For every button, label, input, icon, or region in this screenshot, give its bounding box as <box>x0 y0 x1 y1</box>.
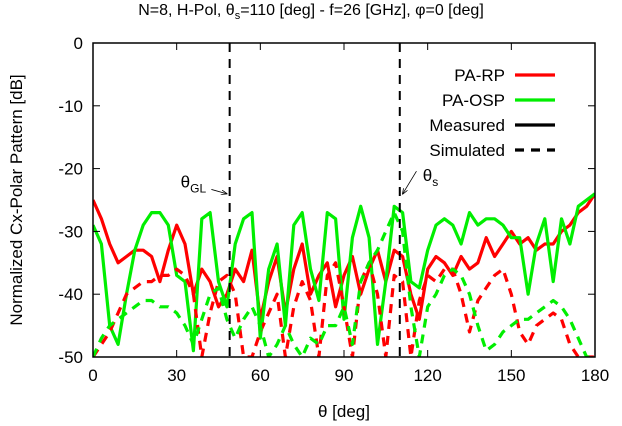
legend-label: PA-OSP <box>442 91 505 110</box>
x-tick-label: 90 <box>335 366 354 385</box>
series-line-pa-osp-simulated <box>93 211 595 357</box>
x-axis-label: θ [deg] <box>318 402 370 421</box>
y-tick-label: 0 <box>74 34 83 53</box>
x-tick-label: 60 <box>251 366 270 385</box>
annotation-arrow <box>211 189 226 193</box>
y-tick-label: -20 <box>58 160 83 179</box>
series-line-pa-rp-simulated <box>93 261 595 357</box>
x-tick-label: 0 <box>88 366 97 385</box>
y-tick-label: -50 <box>58 348 83 367</box>
x-tick-label: 180 <box>581 366 609 385</box>
annotation-arrow <box>403 170 417 194</box>
x-tick-label: 30 <box>167 366 186 385</box>
vertical-marker-label: θs <box>423 166 438 189</box>
legend-label: Simulated <box>429 141 505 160</box>
chart-title: N=8, H-Pol, θs=110 [deg] - f=26 [GHz], φ… <box>138 2 484 23</box>
legend-label: PA-RP <box>454 66 505 85</box>
x-tick-label: 150 <box>497 366 525 385</box>
y-tick-label: -10 <box>58 97 83 116</box>
series-line-pa-osp-measured <box>93 192 595 353</box>
y-axis-label: Normalized Cx-Polar Pattern [dB] <box>7 74 26 325</box>
series-line-pa-rp-measured <box>93 192 595 321</box>
y-tick-label: -30 <box>58 222 83 241</box>
y-tick-label: -40 <box>58 285 83 304</box>
legend-label: Measured <box>429 116 505 135</box>
x-tick-label: 120 <box>413 366 441 385</box>
vertical-marker-label: θGL <box>181 172 207 195</box>
